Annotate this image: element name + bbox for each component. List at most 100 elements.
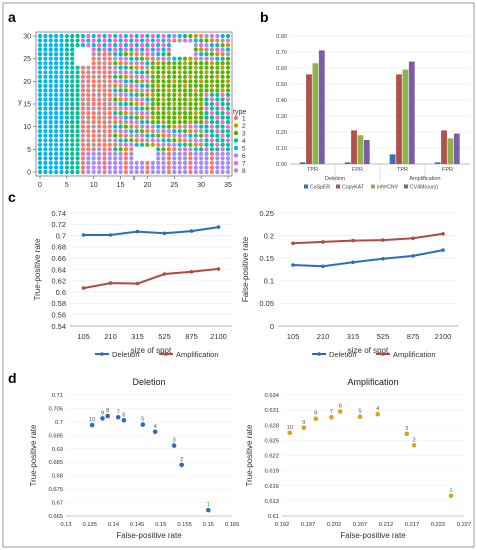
x-category-label: FPR — [352, 167, 363, 173]
spot-point — [129, 101, 134, 107]
spot-point — [43, 74, 48, 79]
spot-point — [220, 160, 225, 165]
spot-point — [43, 88, 48, 93]
spot-point — [75, 120, 80, 125]
spot-point — [86, 115, 91, 120]
panel-b-bar-chart: 0.00 0.10 0.20 0.30 0.40 0.50 0.60 0.70 0.80 TPR F… — [276, 34, 470, 191]
spot-point — [215, 156, 220, 161]
spot-point — [134, 101, 139, 107]
spot-point — [182, 65, 188, 70]
spot-point — [64, 33, 69, 39]
spot-point — [156, 129, 161, 134]
spot-point — [80, 101, 86, 107]
spot-point — [215, 88, 220, 93]
spot-point — [193, 65, 198, 70]
spot-point — [70, 138, 75, 143]
y-axis-label: True-positive rate — [33, 238, 42, 301]
spot-point — [188, 165, 193, 170]
spot-point — [199, 88, 204, 93]
spot-point — [107, 38, 112, 43]
point-label: 7 — [117, 409, 120, 415]
legend-marker — [100, 352, 104, 356]
spot-point — [182, 142, 188, 147]
spot-point — [225, 65, 231, 70]
spot-point — [37, 97, 43, 102]
spot-point — [161, 106, 166, 111]
spot-point — [91, 111, 96, 116]
spot-point — [118, 79, 123, 84]
spot-point — [91, 74, 96, 79]
spot-point — [80, 124, 86, 129]
spot-point — [59, 65, 64, 70]
spot-point — [145, 65, 150, 70]
y-tick-label: 0.71 — [52, 393, 63, 399]
spot-point — [37, 43, 43, 48]
spot-point — [70, 97, 75, 102]
spot-point — [129, 169, 134, 175]
spot-point — [204, 47, 209, 52]
spot-point — [64, 74, 69, 79]
spot-point — [220, 151, 225, 156]
spot-point — [123, 111, 128, 116]
spot-point — [145, 106, 150, 111]
spot-point — [91, 147, 96, 152]
spot-point — [91, 160, 96, 165]
spot-point — [59, 101, 64, 107]
spot-point — [220, 101, 225, 107]
spot-point — [156, 56, 161, 61]
series-point — [351, 260, 355, 265]
spot-point — [215, 138, 220, 143]
spot-point — [199, 61, 204, 66]
spot-point — [215, 101, 220, 107]
spot-point — [37, 138, 43, 143]
spot-point — [64, 151, 69, 156]
x-tick-label: 0.135 — [82, 522, 97, 528]
spot-point — [37, 38, 43, 43]
spot-point — [118, 101, 123, 107]
spot-point — [48, 111, 53, 116]
spot-point — [161, 70, 166, 75]
spot-point — [166, 147, 171, 152]
legend-swatch — [233, 123, 239, 128]
spot-point — [166, 156, 171, 161]
spot-point — [123, 83, 128, 88]
spot-point — [204, 97, 209, 102]
point-label: 10 — [287, 425, 293, 431]
spot-point — [215, 47, 220, 52]
spot-point — [43, 142, 48, 147]
x-tick-label: 2100 — [210, 332, 227, 341]
series-line — [83, 226, 219, 236]
spot-point — [182, 133, 188, 138]
spot-point — [80, 70, 86, 75]
spot-point — [140, 169, 145, 175]
series-point — [162, 272, 167, 276]
spot-point — [145, 120, 150, 125]
spot-point — [204, 70, 209, 75]
spot-point — [70, 169, 75, 175]
spot-point — [113, 92, 118, 97]
spot-point — [134, 169, 139, 175]
spot-point — [113, 74, 118, 79]
spot-point — [220, 147, 225, 152]
spot-point — [113, 38, 118, 43]
spot-point — [161, 56, 166, 61]
spot-point — [209, 65, 214, 70]
spot-point — [161, 61, 166, 66]
spot-point — [113, 47, 118, 52]
spot-point — [193, 165, 198, 170]
spot-point — [204, 101, 209, 107]
spot-point — [220, 56, 225, 61]
legend-marker — [381, 352, 385, 356]
spot-point — [64, 38, 69, 43]
spot-point — [204, 156, 209, 161]
spot-point — [91, 120, 96, 125]
spot-point — [220, 169, 225, 175]
spot-point — [140, 138, 145, 143]
y-tick-label: 0.58 — [51, 299, 66, 308]
spot-point — [48, 151, 53, 156]
spot-point — [48, 88, 53, 93]
y-tick-label: 0.66 — [51, 254, 66, 263]
spot-point — [161, 38, 166, 43]
spot-point — [37, 65, 43, 70]
spot-point — [193, 133, 198, 138]
